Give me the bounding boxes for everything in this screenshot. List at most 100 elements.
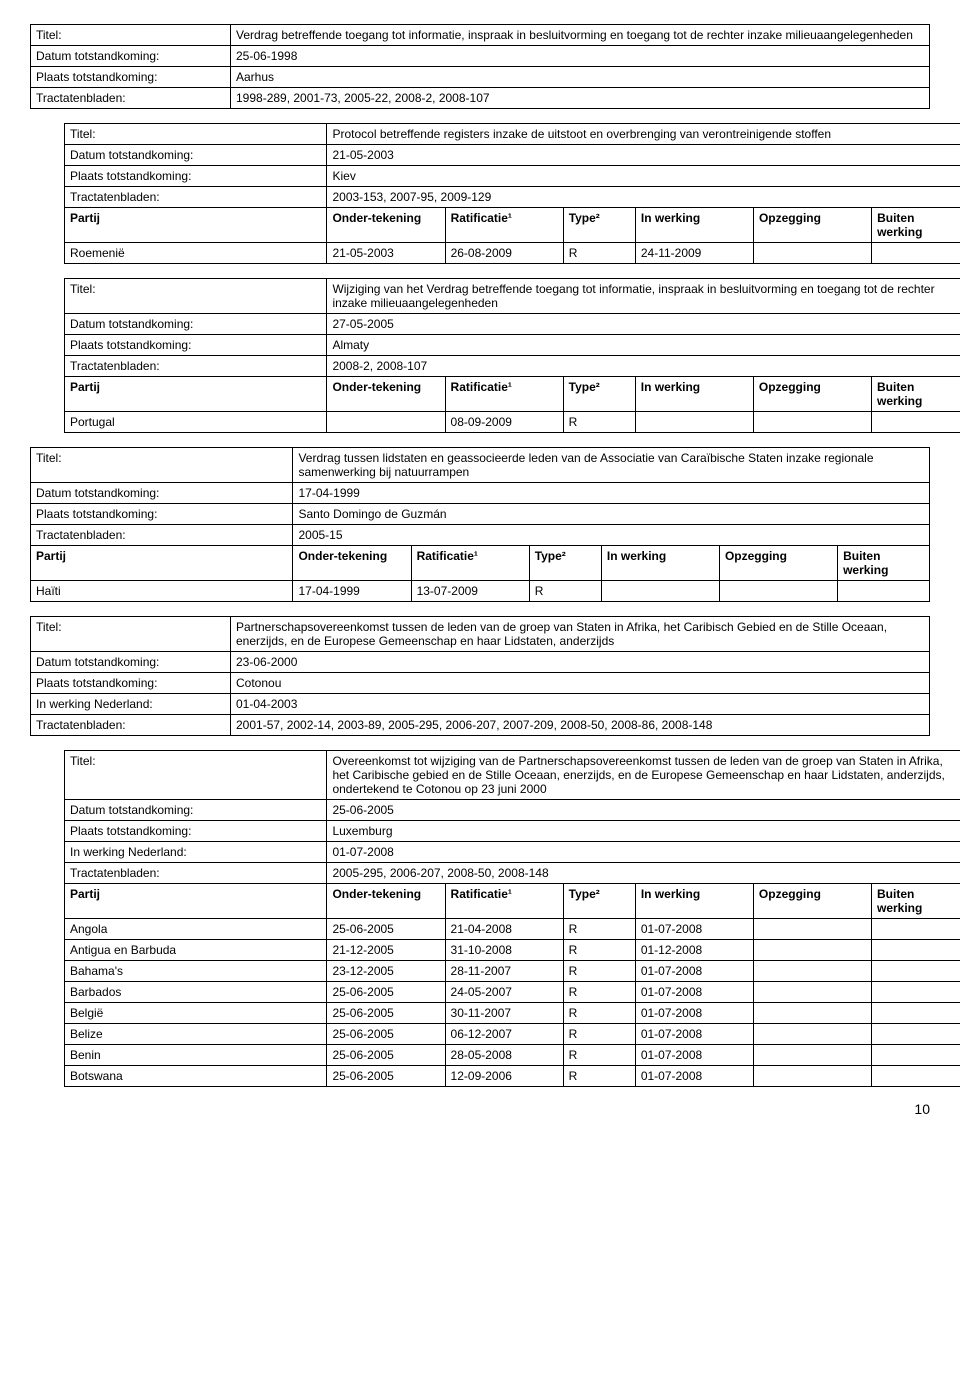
treaty-block-1b: Titel: Wijziging van het Verdrag betreff… xyxy=(64,278,960,433)
cell-b xyxy=(871,412,960,433)
cell-b xyxy=(872,940,960,961)
cell-t: R xyxy=(563,982,635,1003)
cell-p: Antigua en Barbuda xyxy=(65,940,327,961)
cell-b xyxy=(872,1045,960,1066)
table-row: Roemenië21-05-200326-08-2009R24-11-2009 xyxy=(65,243,960,264)
cell-o: 25-06-2005 xyxy=(327,1024,445,1045)
cell-t: R xyxy=(529,581,601,602)
cell-r: 24-05-2007 xyxy=(445,982,563,1003)
cell-z xyxy=(719,581,837,602)
cell-p: Roemenië xyxy=(65,243,327,264)
table-row: Benin25-06-200528-05-2008R01-07-2008 xyxy=(65,1045,960,1066)
cell-t: R xyxy=(563,1024,635,1045)
cell-i: 01-07-2008 xyxy=(635,1003,753,1024)
cell-r: 12-09-2006 xyxy=(445,1066,563,1087)
cell-p: Barbados xyxy=(65,982,327,1003)
cell-i xyxy=(601,581,719,602)
cell-i: 01-07-2008 xyxy=(635,1045,753,1066)
treaty-block-3a: Titel: Overeenkomst tot wijziging van de… xyxy=(64,750,960,1087)
cell-b xyxy=(872,961,960,982)
table-row: België25-06-200530-11-2007R01-07-2008 xyxy=(65,1003,960,1024)
table-row: Angola25-06-200521-04-2008R01-07-2008 xyxy=(65,919,960,940)
col-partij: Partij xyxy=(65,208,327,243)
cell-i: 01-07-2008 xyxy=(635,1066,753,1087)
cell-r: 13-07-2009 xyxy=(411,581,529,602)
cell-p: België xyxy=(65,1003,327,1024)
value-datum: 25-06-1998 xyxy=(231,46,930,67)
cell-o: 25-06-2005 xyxy=(327,1045,445,1066)
treaty-block-2: Titel: Verdrag tussen lidstaten en geass… xyxy=(30,447,930,602)
cell-i: 01-07-2008 xyxy=(635,982,753,1003)
cell-t: R xyxy=(563,1003,635,1024)
table-row: Portugal 08-09-2009R xyxy=(65,412,960,433)
cell-r: 06-12-2007 xyxy=(445,1024,563,1045)
page-number: 10 xyxy=(30,1101,930,1117)
cell-b xyxy=(872,982,960,1003)
cell-z xyxy=(753,1066,871,1087)
cell-i: 01-07-2008 xyxy=(635,919,753,940)
cell-p: Botswana xyxy=(65,1066,327,1087)
cell-b xyxy=(872,1003,960,1024)
cell-p: Benin xyxy=(65,1045,327,1066)
treaty-block-3: Titel: Partnerschapsovereenkomst tussen … xyxy=(30,616,930,736)
treaty-block-1: Titel: Verdrag betreffende toegang tot i… xyxy=(30,24,930,109)
col-inwerk: In werking xyxy=(635,208,753,243)
table-row: Haïti17-04-199913-07-2009R xyxy=(31,581,930,602)
cell-p: Portugal xyxy=(65,412,327,433)
table-row: Botswana25-06-200512-09-2006R01-07-2008 xyxy=(65,1066,960,1087)
cell-t: R xyxy=(563,1045,635,1066)
col-rat: Ratificatie¹ xyxy=(445,208,563,243)
cell-p: Bahama's xyxy=(65,961,327,982)
cell-r: 28-05-2008 xyxy=(445,1045,563,1066)
cell-z xyxy=(753,412,871,433)
table-row: Belize25-06-200506-12-2007R01-07-2008 xyxy=(65,1024,960,1045)
cell-t: R xyxy=(563,919,635,940)
cell-r: 30-11-2007 xyxy=(445,1003,563,1024)
cell-o: 21-05-2003 xyxy=(327,243,445,264)
cell-r: 26-08-2009 xyxy=(445,243,563,264)
col-onder: Onder-tekening xyxy=(327,208,445,243)
cell-z xyxy=(753,1003,871,1024)
cell-z xyxy=(753,1045,871,1066)
label-titel: Titel: xyxy=(31,25,231,46)
cell-b xyxy=(872,1066,960,1087)
cell-z xyxy=(753,940,871,961)
cell-r: 31-10-2008 xyxy=(445,940,563,961)
cell-b xyxy=(838,581,930,602)
label-datum: Datum totstandkoming: xyxy=(31,46,231,67)
cell-i: 01-07-2008 xyxy=(635,1024,753,1045)
cell-o: 17-04-1999 xyxy=(293,581,411,602)
cell-i: 24-11-2009 xyxy=(635,243,753,264)
label-plaats: Plaats totstandkoming: xyxy=(31,67,231,88)
cell-r: 21-04-2008 xyxy=(445,919,563,940)
cell-b xyxy=(872,243,960,264)
cell-i xyxy=(635,412,753,433)
table-row: Bahama's23-12-200528-11-2007R01-07-2008 xyxy=(65,961,960,982)
col-buiten: Buiten werking xyxy=(872,208,960,243)
cell-t: R xyxy=(563,940,635,961)
cell-b xyxy=(872,919,960,940)
cell-o: 25-06-2005 xyxy=(327,1003,445,1024)
value-tract: 1998-289, 2001-73, 2005-22, 2008-2, 2008… xyxy=(231,88,930,109)
table-row: Barbados25-06-200524-05-2007R01-07-2008 xyxy=(65,982,960,1003)
cell-p: Haïti xyxy=(31,581,293,602)
cell-t: R xyxy=(563,1066,635,1087)
cell-z xyxy=(753,982,871,1003)
cell-o: 25-06-2005 xyxy=(327,1066,445,1087)
value-titel: Verdrag betreffende toegang tot informat… xyxy=(231,25,930,46)
cell-r: 28-11-2007 xyxy=(445,961,563,982)
cell-r: 08-09-2009 xyxy=(445,412,563,433)
cell-i: 01-07-2008 xyxy=(635,961,753,982)
col-opz: Opzegging xyxy=(753,208,871,243)
cell-z xyxy=(753,243,871,264)
cell-o: 21-12-2005 xyxy=(327,940,445,961)
cell-p: Angola xyxy=(65,919,327,940)
cell-t: R xyxy=(563,412,635,433)
cell-o xyxy=(327,412,445,433)
table-row: Antigua en Barbuda21-12-200531-10-2008R0… xyxy=(65,940,960,961)
cell-z xyxy=(753,919,871,940)
cell-o: 23-12-2005 xyxy=(327,961,445,982)
cell-z xyxy=(753,1024,871,1045)
label-tract: Tractatenbladen: xyxy=(31,88,231,109)
treaty-block-1a: Titel: Protocol betreffende registers in… xyxy=(64,123,960,264)
